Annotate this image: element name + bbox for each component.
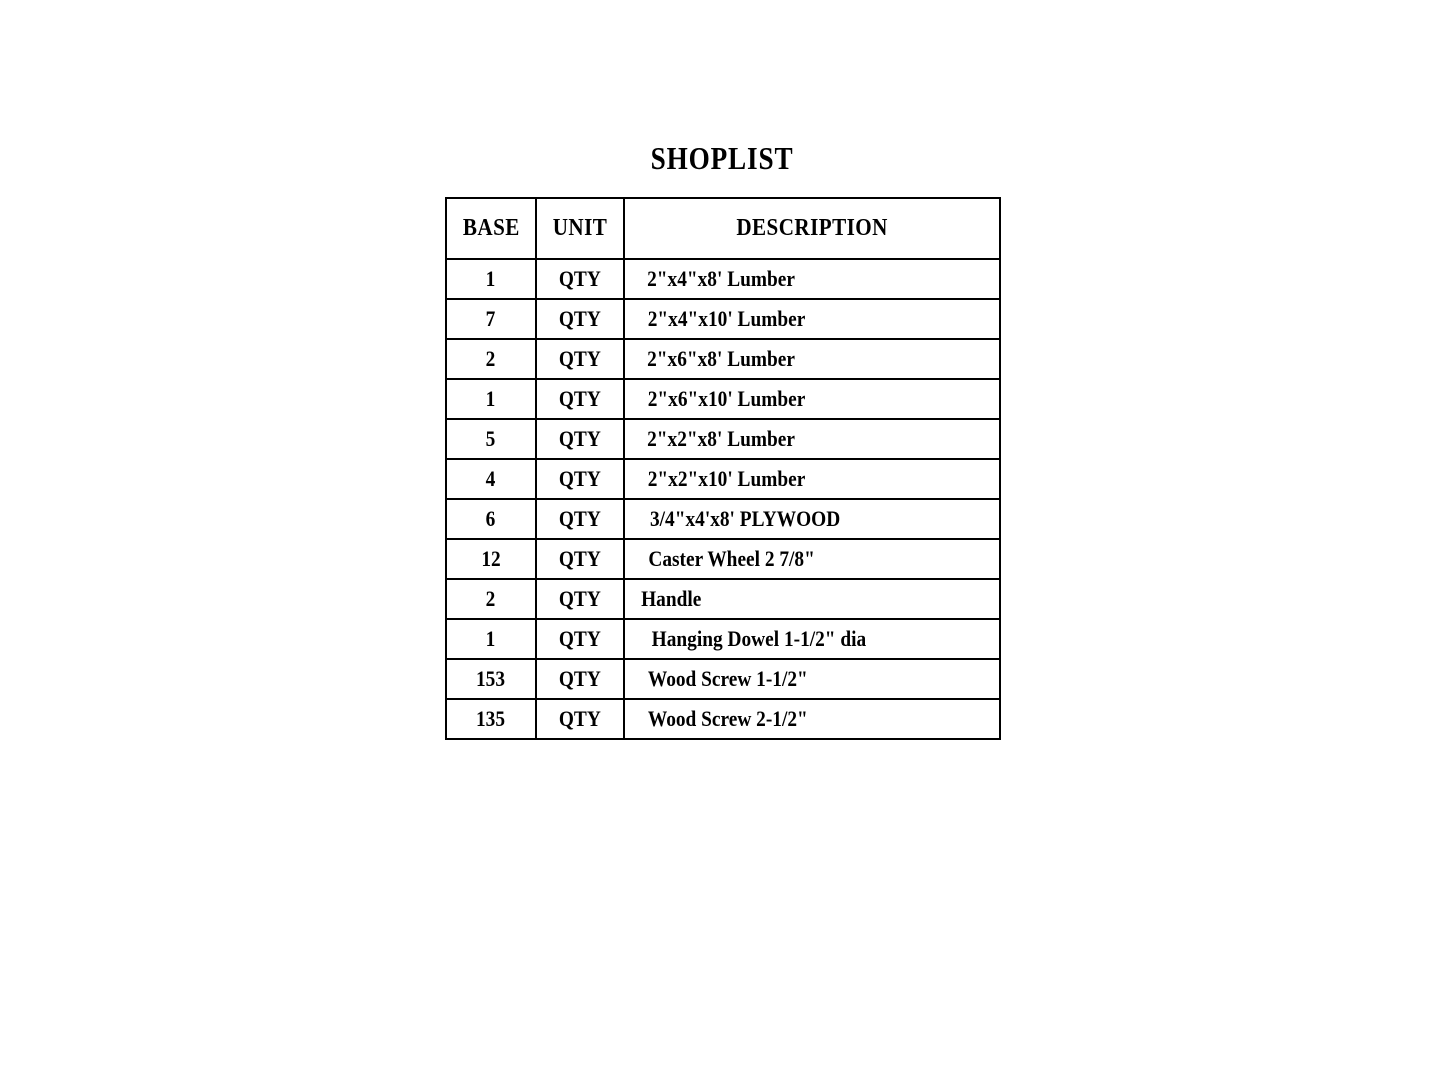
table-row: 5QTY2"x2"x8' Lumber: [446, 419, 1000, 459]
table-row: 4QTY2"x2"x10' Lumber: [446, 459, 1000, 499]
table-row: 7QTY2"x4"x10' Lumber: [446, 299, 1000, 339]
table-row: 153QTYWood Screw 1-1/2": [446, 659, 1000, 699]
cell-description: 3/4"x4'x8' PLYWOOD: [624, 499, 999, 539]
table-header-description: DESCRIPTION: [624, 198, 999, 259]
cell-base: 1: [446, 619, 537, 659]
cell-unit: QTY: [536, 299, 624, 339]
cell-unit: QTY: [536, 579, 624, 619]
cell-unit: QTY: [536, 419, 624, 459]
shoplist-table: BASE UNIT DESCRIPTION 1QTY2"x4"x8' Lumbe…: [445, 197, 1001, 740]
cell-unit: QTY: [536, 259, 624, 299]
table-row: 1QTY2"x6"x10' Lumber: [446, 379, 1000, 419]
cell-base: 135: [446, 699, 537, 739]
cell-description: 2"x6"x8' Lumber: [624, 339, 999, 379]
cell-description: 2"x2"x10' Lumber: [624, 459, 999, 499]
cell-base: 1: [446, 379, 537, 419]
table-header-base: BASE: [446, 198, 537, 259]
table-row: 1QTY2"x4"x8' Lumber: [446, 259, 1000, 299]
cell-base: 153: [446, 659, 537, 699]
cell-base: 7: [446, 299, 537, 339]
cell-description: 2"x2"x8' Lumber: [624, 419, 999, 459]
cell-base: 4: [446, 459, 537, 499]
cell-description: 2"x6"x10' Lumber: [624, 379, 999, 419]
cell-unit: QTY: [536, 499, 624, 539]
page-title: SHOPLIST: [651, 140, 794, 177]
table-row: 12QTYCaster Wheel 2 7/8": [446, 539, 1000, 579]
cell-base: 1: [446, 259, 537, 299]
cell-unit: QTY: [536, 699, 624, 739]
cell-description: Hanging Dowel 1-1/2" dia: [624, 619, 999, 659]
cell-base: 5: [446, 419, 537, 459]
table-row: 6QTY3/4"x4'x8' PLYWOOD: [446, 499, 1000, 539]
cell-description: Caster Wheel 2 7/8": [624, 539, 999, 579]
table-row: 1QTYHanging Dowel 1-1/2" dia: [446, 619, 1000, 659]
cell-description: Handle: [624, 579, 999, 619]
table-header-row: BASE UNIT DESCRIPTION: [446, 198, 1000, 259]
cell-base: 6: [446, 499, 537, 539]
cell-description: Wood Screw 2-1/2": [624, 699, 999, 739]
cell-unit: QTY: [536, 459, 624, 499]
table-row: 2QTYHandle: [446, 579, 1000, 619]
cell-unit: QTY: [536, 339, 624, 379]
cell-base: 2: [446, 339, 537, 379]
cell-base: 2: [446, 579, 537, 619]
cell-description: 2"x4"x8' Lumber: [624, 259, 999, 299]
table-row: 2QTY2"x6"x8' Lumber: [446, 339, 1000, 379]
cell-base: 12: [446, 539, 537, 579]
cell-unit: QTY: [536, 539, 624, 579]
cell-unit: QTY: [536, 619, 624, 659]
cell-description: 2"x4"x10' Lumber: [624, 299, 999, 339]
cell-description: Wood Screw 1-1/2": [624, 659, 999, 699]
cell-unit: QTY: [536, 379, 624, 419]
table-header-unit: UNIT: [536, 198, 624, 259]
table-row: 135QTYWood Screw 2-1/2": [446, 699, 1000, 739]
table-body: 1QTY2"x4"x8' Lumber7QTY2"x4"x10' Lumber2…: [446, 259, 1000, 739]
cell-unit: QTY: [536, 659, 624, 699]
